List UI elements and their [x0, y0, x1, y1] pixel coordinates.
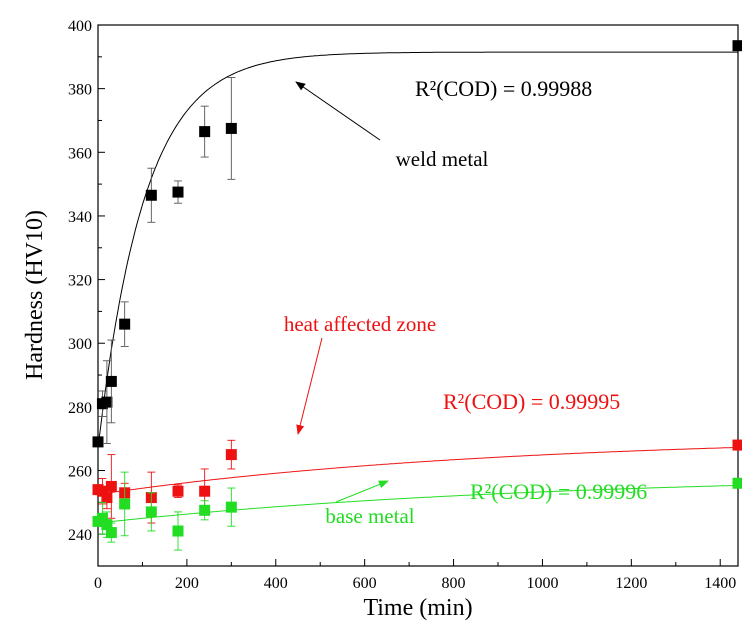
- data-point: [199, 504, 211, 516]
- data-point: [172, 485, 184, 497]
- data-point: [105, 480, 117, 492]
- data-point: [119, 318, 131, 330]
- series-label: base metal: [325, 504, 414, 528]
- annotation-arrow: [335, 480, 389, 503]
- data-point: [199, 126, 211, 138]
- data-point: [225, 449, 237, 461]
- data-point: [225, 122, 237, 134]
- y-tick-label: 400: [68, 18, 92, 35]
- x-tick-label: 0: [94, 575, 102, 592]
- data-point: [199, 485, 211, 497]
- data-point: [105, 375, 117, 387]
- y-tick-label: 380: [68, 82, 92, 99]
- y-tick-label: 280: [68, 400, 92, 417]
- y-tick-label: 300: [68, 336, 92, 353]
- annotation-arrow: [296, 337, 323, 435]
- annotations: weld metal R²(COD) = 0.99988 heat affected…: [284, 76, 647, 528]
- data-point: [101, 519, 113, 531]
- data-point: [732, 40, 742, 52]
- data-point: [119, 498, 131, 510]
- y-tick-label: 240: [68, 527, 92, 544]
- r2-annotation: R²(COD) = 0.99988: [415, 76, 592, 101]
- y-tick-label: 340: [68, 209, 92, 226]
- y-axis-label: Hardness (HV10): [22, 210, 48, 380]
- x-tick-label: 600: [353, 575, 377, 592]
- data-point: [101, 492, 113, 504]
- x-tick-label: 1000: [526, 575, 558, 592]
- series-label: weld metal: [396, 147, 489, 171]
- data-point: [96, 485, 108, 497]
- axis-ticks: 0 200 400 600 800 1000 1200 1400 240 260 280 300 320…: [68, 18, 736, 592]
- x-tick-label: 800: [442, 575, 466, 592]
- data-point: [96, 512, 108, 524]
- plot-frame: [97, 24, 739, 567]
- series-label: heat affected zone: [284, 312, 436, 336]
- data-point: [105, 527, 117, 539]
- y-tick-label: 360: [68, 145, 92, 162]
- annotation-arrow: [295, 81, 381, 141]
- x-tick-label: 1400: [704, 575, 736, 592]
- data-point: [145, 189, 157, 201]
- data-point: [101, 396, 113, 408]
- data-point: [145, 506, 157, 518]
- y-tick-label: 320: [68, 273, 92, 290]
- fit-curves: [97, 51, 739, 524]
- x-tick-label: 1200: [615, 575, 647, 592]
- x-axis-label: Time (min): [363, 595, 472, 621]
- y-tick-label: 260: [68, 464, 92, 481]
- r2-annotation: R²(COD) = 0.99996: [470, 479, 647, 504]
- data-point: [172, 525, 184, 537]
- r2-annotation: R²(COD) = 0.99995: [443, 389, 620, 414]
- x-tick-label: 400: [264, 575, 288, 592]
- x-tick-label: 200: [175, 575, 199, 592]
- data-point: [172, 186, 184, 198]
- data-point: [92, 436, 104, 448]
- data-points: [92, 40, 742, 551]
- data-point: [732, 439, 742, 451]
- data-point: [732, 477, 742, 489]
- data-point: [225, 501, 237, 513]
- fit-curve: [97, 51, 738, 449]
